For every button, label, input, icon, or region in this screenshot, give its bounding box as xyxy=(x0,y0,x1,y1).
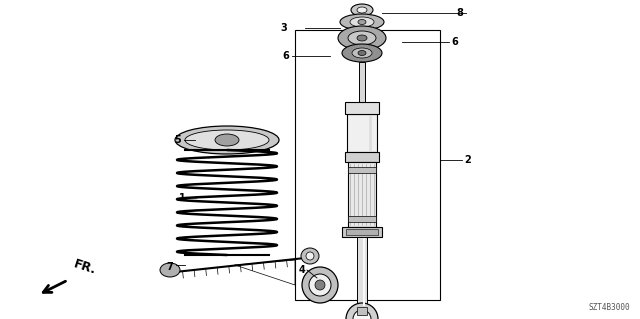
Bar xyxy=(295,30,440,300)
Bar xyxy=(347,114,377,152)
Bar xyxy=(359,62,365,102)
Bar xyxy=(346,229,378,235)
Ellipse shape xyxy=(340,14,384,30)
Ellipse shape xyxy=(358,50,366,56)
Bar xyxy=(357,307,367,315)
Text: FR.: FR. xyxy=(72,257,98,277)
Bar xyxy=(342,227,382,237)
Text: 8: 8 xyxy=(456,8,463,18)
Ellipse shape xyxy=(215,134,239,146)
Ellipse shape xyxy=(358,19,366,25)
Bar xyxy=(345,152,379,162)
Ellipse shape xyxy=(338,26,386,50)
Ellipse shape xyxy=(160,263,180,277)
Text: 5: 5 xyxy=(175,135,181,145)
Ellipse shape xyxy=(306,252,314,260)
Ellipse shape xyxy=(357,7,367,13)
Text: 3: 3 xyxy=(280,23,287,33)
Text: 2: 2 xyxy=(465,155,472,165)
Ellipse shape xyxy=(346,303,378,319)
Text: SZT4B3000: SZT4B3000 xyxy=(588,303,630,312)
Text: 4: 4 xyxy=(299,265,305,275)
Ellipse shape xyxy=(351,4,373,16)
Ellipse shape xyxy=(185,130,269,150)
Ellipse shape xyxy=(350,17,374,27)
Ellipse shape xyxy=(301,248,319,264)
Ellipse shape xyxy=(315,280,325,290)
Ellipse shape xyxy=(302,267,338,303)
Ellipse shape xyxy=(342,44,382,62)
Ellipse shape xyxy=(175,126,279,154)
Ellipse shape xyxy=(348,31,376,45)
Text: 6: 6 xyxy=(283,51,289,61)
Bar xyxy=(348,162,376,227)
Ellipse shape xyxy=(353,310,371,319)
Bar xyxy=(357,237,367,307)
Ellipse shape xyxy=(309,274,331,296)
Text: 7: 7 xyxy=(166,262,173,272)
Ellipse shape xyxy=(352,48,372,58)
Text: 1: 1 xyxy=(179,193,186,203)
Bar xyxy=(345,102,379,114)
Ellipse shape xyxy=(357,35,367,41)
Bar xyxy=(348,167,376,173)
Text: 6: 6 xyxy=(452,37,458,47)
Bar xyxy=(348,216,376,222)
